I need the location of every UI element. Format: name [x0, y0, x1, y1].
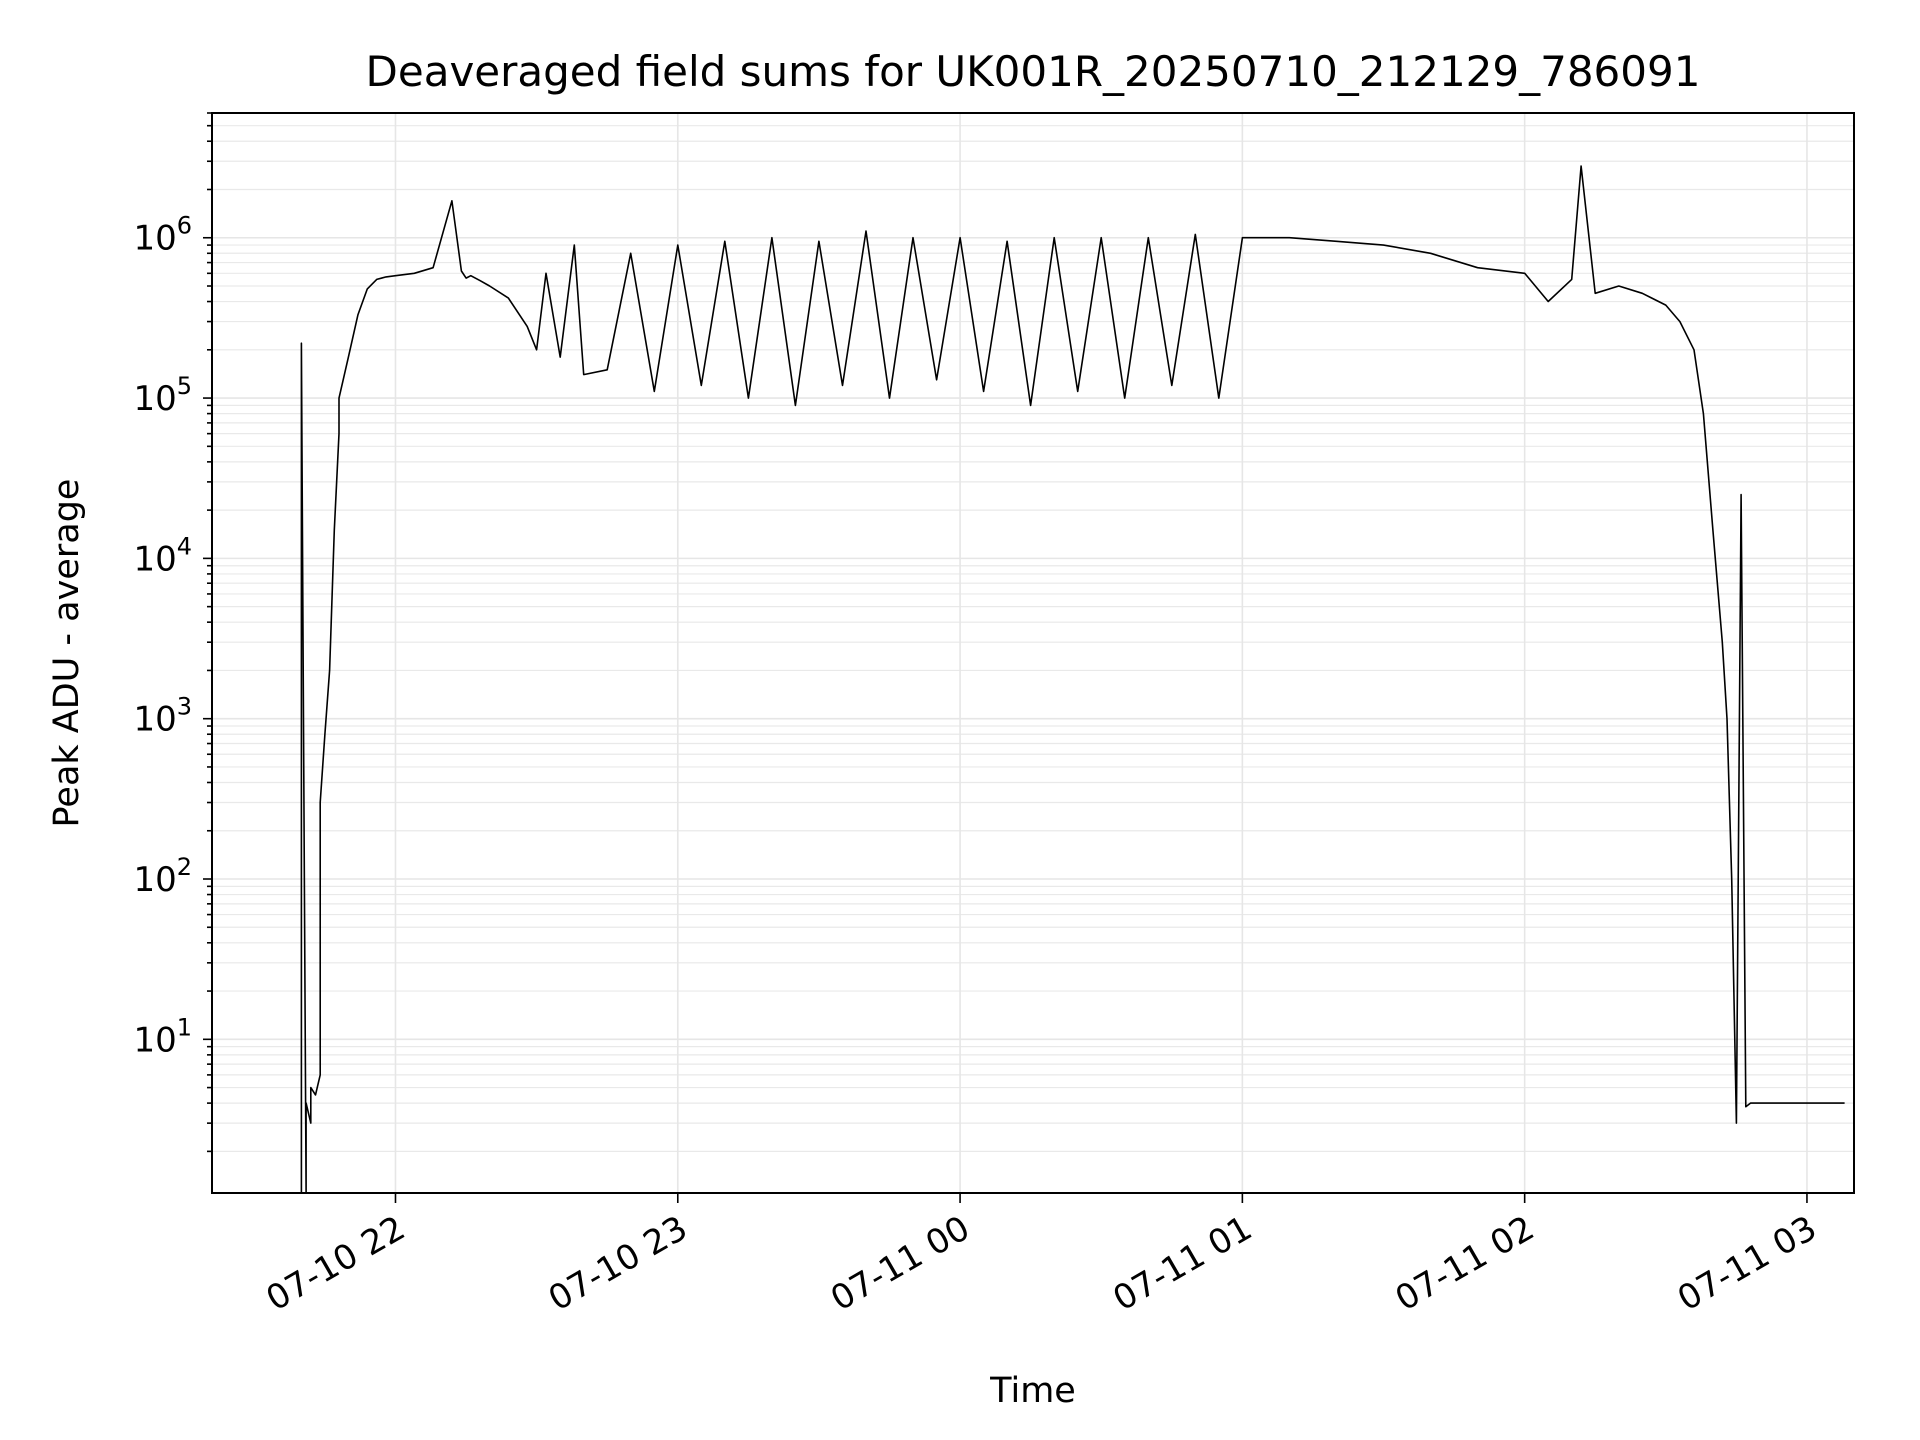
y-tick-label: 105: [133, 372, 192, 419]
x-axis-label: Time: [989, 1371, 1076, 1411]
y-tick-label: 103: [133, 693, 192, 740]
y-axis-label: Peak ADU - average: [47, 479, 87, 828]
axis-ticks: [203, 112, 1808, 1203]
y-tick-base: 10: [133, 700, 176, 740]
y-tick-label: 106: [133, 212, 192, 259]
y-tick-exponent: 6: [177, 212, 192, 240]
y-tick-exponent: 2: [177, 853, 192, 881]
minor-grid: [212, 112, 1854, 1152]
y-tick-base: 10: [133, 379, 176, 419]
y-tick-label: 102: [133, 853, 192, 900]
y-tick-base: 10: [133, 539, 176, 579]
major-grid: [212, 113, 1854, 1193]
y-tick-exponent: 1: [177, 1013, 192, 1041]
y-tick-exponent: 5: [177, 372, 192, 400]
chart-title: Deaveraged field sums for UK001R_2025071…: [366, 47, 1701, 96]
y-tick-label: 104: [133, 532, 192, 579]
y-tick-base: 10: [133, 219, 176, 259]
series-line: [300, 165, 1845, 1194]
y-tick-label: 101: [133, 1013, 192, 1060]
series-layer: [300, 165, 1845, 1194]
y-tick-base: 10: [133, 860, 176, 900]
y-tick-exponent: 3: [177, 693, 192, 721]
y-tick-exponent: 4: [177, 532, 192, 560]
y-tick-base: 10: [133, 1020, 176, 1060]
plot-frame: [211, 112, 1855, 1194]
